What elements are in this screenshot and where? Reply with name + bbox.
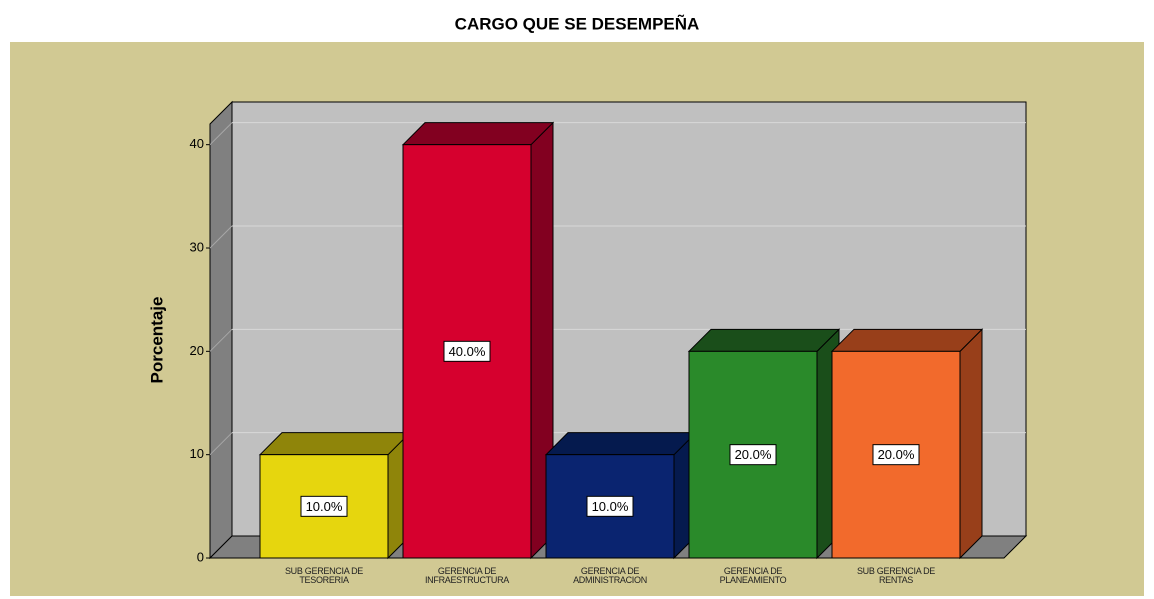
y-tick-label: 30 (190, 239, 204, 254)
x-tick-label: GERENCIA DE INFRAESTRUCTURA (424, 566, 509, 585)
value-label-box (872, 444, 920, 466)
value-label-box (443, 340, 491, 362)
value-label: 20.0% (735, 447, 772, 462)
value-label: 20.0% (878, 447, 915, 462)
value-label-box (300, 495, 348, 517)
x-tick-label: SUB GERENCIA DE TESORERIA (284, 566, 364, 585)
grid-line (209, 432, 233, 456)
value-label-box (586, 495, 634, 517)
bar-top (687, 328, 841, 352)
x-tick-label: GERENCIA DE ADMINISTRACION (573, 566, 647, 585)
value-label: 10.0% (592, 499, 629, 514)
value-label: 40.0% (449, 344, 486, 359)
x-tick-label: GERENCIA DE PLANEAMIENTO (719, 566, 787, 585)
grid-line (209, 225, 233, 249)
bar-top (830, 328, 984, 352)
value-label-box (729, 444, 777, 466)
bar-side (959, 328, 983, 560)
chart-title: CARGO QUE SE DESEMPEÑA (455, 13, 700, 33)
x-tick-label: SUB GERENCIA DE RENTAS (856, 566, 936, 585)
bar-top (401, 122, 555, 146)
y-tick-label: 40 (190, 136, 204, 151)
y-tick-label: 10 (190, 446, 204, 461)
value-label: 10.0% (306, 499, 343, 514)
grid-line (209, 122, 233, 146)
y-tick-label: 20 (190, 343, 204, 358)
left-wall (209, 100, 233, 560)
y-tick-label: 0 (197, 549, 204, 564)
y-axis-title: Porcentaje (147, 297, 166, 384)
grid-line (209, 328, 233, 352)
bar-top (258, 432, 412, 456)
bar-top (544, 432, 698, 456)
